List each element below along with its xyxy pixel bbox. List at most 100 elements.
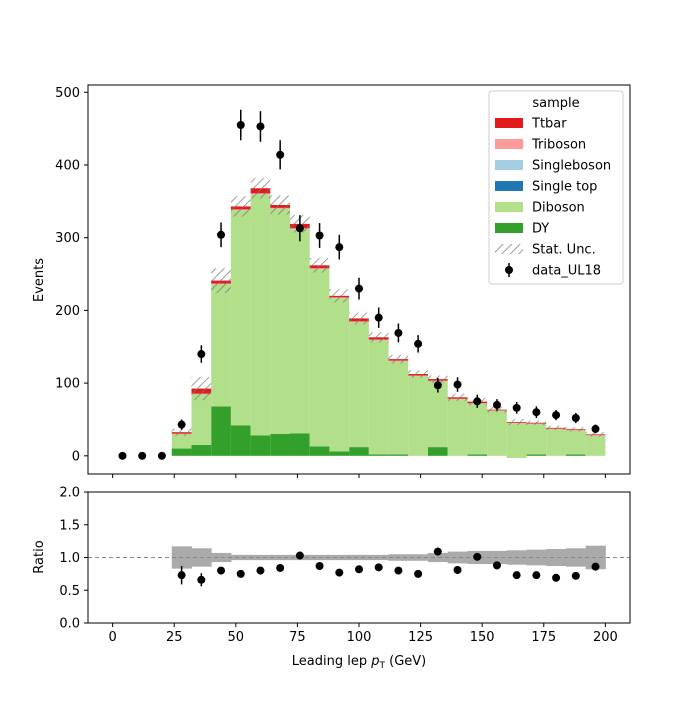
ratio-point <box>453 565 462 574</box>
y-tick-label: 0.5 <box>59 584 80 599</box>
legend-swatch-dy <box>495 223 523 233</box>
main-panel: 0 100 200 300 400 500 Events <box>32 84 631 478</box>
ratio-point <box>335 568 344 577</box>
stat-unc-band <box>368 332 389 343</box>
stat-unc-band <box>211 268 231 293</box>
ratio-point <box>236 569 245 578</box>
ratio-point <box>473 552 482 561</box>
bar-dy <box>290 433 310 456</box>
data-point <box>433 381 442 390</box>
bar-diboson <box>526 423 547 455</box>
legend-swatch-single-top <box>495 181 523 191</box>
bar-dy <box>191 444 212 456</box>
bar-diboson <box>309 268 330 447</box>
stat-unc-band <box>388 354 409 364</box>
stat-unc-band <box>349 312 369 325</box>
legend-swatch-data <box>505 266 513 274</box>
bar-diboson <box>211 284 231 407</box>
ratio-point <box>394 566 403 575</box>
y-tick-label: 300 <box>55 231 80 246</box>
bar-diboson <box>427 380 448 448</box>
bar-diboson <box>250 194 271 436</box>
legend-label: Triboson <box>531 138 586 153</box>
data-point <box>374 313 383 322</box>
bar-dy <box>329 451 350 456</box>
ratio-unc-band <box>565 548 587 567</box>
data-point <box>355 284 363 293</box>
x-tick-label: 150 <box>470 630 495 645</box>
bar-dy <box>250 435 271 456</box>
data-point <box>157 451 166 460</box>
y-tick-label: 1.5 <box>59 518 80 533</box>
legend-label: DY <box>532 222 549 237</box>
bar-dy <box>526 454 547 456</box>
data-point <box>492 400 501 409</box>
data-point <box>256 122 265 131</box>
data-point <box>571 414 580 423</box>
legend: sample Ttbar Triboson Singleboson Single to… <box>488 90 624 285</box>
y-tick-label: 0.0 <box>59 617 80 632</box>
stat-unc-band <box>585 432 606 437</box>
bar-diboson <box>230 210 251 426</box>
data-point <box>591 424 600 433</box>
bar-diboson <box>368 340 389 455</box>
legend-swatch-triboson <box>495 139 523 149</box>
ratio-unc-band <box>447 551 468 564</box>
ratio-point <box>276 563 285 572</box>
legend-swatch-stat-unc <box>495 244 523 254</box>
bar-diboson <box>191 394 212 445</box>
legend-label: Diboson <box>532 201 585 216</box>
stat-unc-band <box>250 178 271 199</box>
bar-diboson <box>388 361 409 455</box>
stat-unc-band <box>230 196 251 217</box>
ratio-point <box>374 563 383 572</box>
bar-diboson <box>329 298 350 452</box>
bar-dy <box>349 447 369 456</box>
bar-diboson <box>171 434 192 449</box>
bar-diboson <box>487 410 507 456</box>
bar-diboson <box>565 430 586 455</box>
bar-diboson <box>349 322 369 448</box>
data-point <box>118 451 127 460</box>
bar-diboson <box>467 403 488 455</box>
ratio-point <box>197 575 206 584</box>
data-point <box>394 328 403 337</box>
bar-dy <box>427 447 448 456</box>
legend-swatch-ttbar <box>495 118 523 128</box>
y-tick-label: 0 <box>72 449 80 464</box>
main-ylabel: Events <box>32 258 47 302</box>
y-tick-label: 500 <box>55 86 80 101</box>
x-tick-label: 100 <box>347 630 372 645</box>
x-tick-label: 200 <box>593 630 618 645</box>
bar-dy <box>467 454 488 456</box>
stat-unc-band <box>506 419 527 425</box>
stat-unc-band <box>171 428 192 436</box>
ratio-point <box>315 562 324 571</box>
ratio-point <box>552 573 561 582</box>
bar-diboson <box>447 399 468 456</box>
x-tick-label: 25 <box>166 630 183 645</box>
ratio-panel: 0.0 0.5 1.0 1.5 2.0 0 25 50 75 100 125 150 175 200 R… <box>32 486 631 645</box>
bar-dy <box>368 454 389 456</box>
bar-diboson <box>290 229 310 434</box>
x-tick-label: 75 <box>289 630 306 645</box>
ratio-point <box>433 547 442 556</box>
ratio-point <box>591 562 600 571</box>
stat-unc-band <box>191 376 212 401</box>
ratio-point <box>177 571 186 580</box>
legend-label: Single top <box>532 180 597 195</box>
data-point <box>276 150 285 159</box>
x-axis-label: Leading lep pT (GeV) <box>292 654 426 671</box>
legend-swatch-diboson <box>495 202 523 212</box>
data-point <box>473 397 482 406</box>
ratio-point <box>512 571 521 580</box>
bar-dy <box>230 425 251 456</box>
x-tick-label: 50 <box>228 630 245 645</box>
data-point <box>217 230 226 239</box>
legend-swatch-singleboson <box>495 160 523 170</box>
bar-diboson <box>270 208 291 435</box>
stat-unc-band <box>329 289 350 303</box>
legend-label: Singleboson <box>532 159 611 174</box>
stat-unc-band <box>270 195 291 215</box>
data-point <box>236 120 245 129</box>
